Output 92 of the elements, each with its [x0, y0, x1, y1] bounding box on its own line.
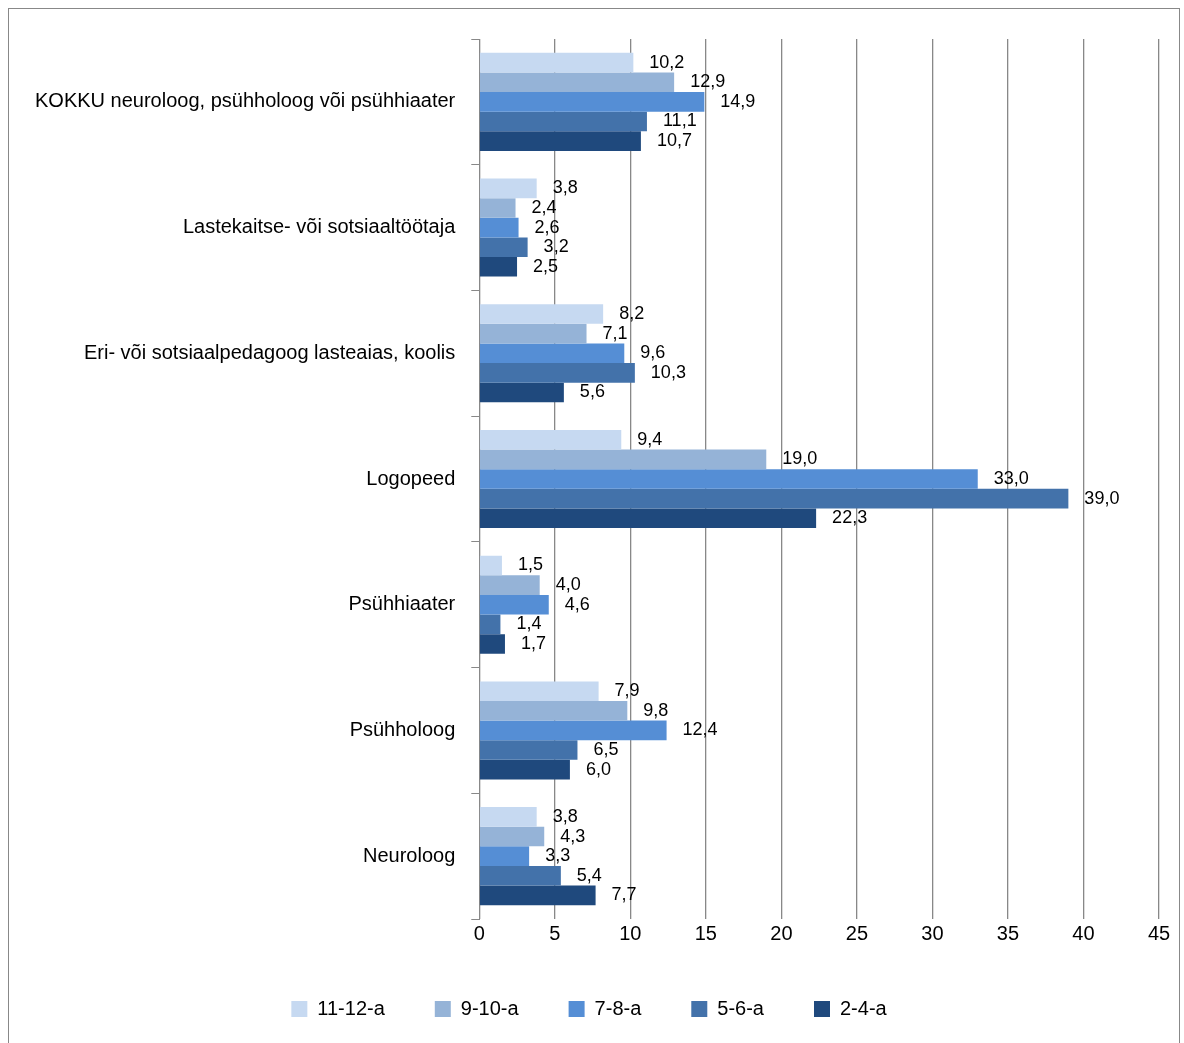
- data-label: 3,8: [552, 805, 578, 826]
- bar: [479, 634, 505, 654]
- y-tick-label: Eri- või sotsiaalpedagoog lasteaias, koolis: [83, 340, 456, 363]
- data-label: 10,2: [649, 51, 685, 72]
- data-label: 39,0: [1084, 487, 1120, 508]
- bar: [479, 826, 545, 847]
- bar: [479, 256, 518, 277]
- bar: [479, 178, 537, 199]
- data-label: 4,0: [555, 574, 581, 595]
- data-label: 7,9: [614, 680, 640, 701]
- bar: [479, 488, 1069, 509]
- legend-label: 7-8-a: [594, 996, 643, 1019]
- bar: [479, 111, 647, 132]
- bar: [479, 237, 528, 257]
- y-tick-label: Logopeed: [366, 466, 456, 489]
- bar: [479, 701, 628, 721]
- bar: [479, 131, 641, 151]
- bar: [479, 575, 540, 595]
- bar: [479, 429, 622, 450]
- bar: [479, 382, 564, 403]
- x-tick-label: 10: [619, 921, 642, 944]
- legend-label: 9-10-a: [460, 996, 520, 1019]
- data-label: 7,7: [611, 884, 637, 905]
- data-label: 9,4: [637, 428, 663, 449]
- bar: [479, 469, 978, 489]
- data-label: 6,5: [593, 739, 619, 760]
- data-label: 2,6: [534, 216, 560, 237]
- data-label: 2,4: [531, 196, 557, 217]
- x-tick-label: 45: [1147, 921, 1171, 944]
- bar: [479, 449, 767, 470]
- bar: [479, 681, 599, 702]
- data-label: 2,5: [533, 255, 559, 276]
- data-label: 14,9: [720, 90, 756, 111]
- bar: [479, 614, 501, 635]
- bar: [479, 323, 587, 344]
- bar: [479, 846, 530, 866]
- y-tick-label: Neuroloog: [362, 843, 456, 866]
- bar: [479, 740, 578, 760]
- y-tick-label: Psühhiaater: [348, 592, 456, 615]
- x-tick-label: 0: [473, 921, 485, 944]
- bar: [479, 508, 817, 529]
- data-label: 22,3: [832, 507, 868, 528]
- data-label: 5,4: [576, 864, 602, 885]
- x-tick-label: 25: [845, 921, 869, 944]
- bar: [479, 555, 502, 576]
- bar: [479, 594, 549, 615]
- bar: [479, 759, 570, 780]
- data-label: 3,8: [552, 177, 578, 198]
- x-tick-label: 30: [921, 921, 944, 944]
- data-label: 6,0: [585, 758, 611, 779]
- data-label: 3,3: [545, 845, 571, 866]
- data-label: 4,3: [560, 825, 586, 846]
- x-tick-label: 35: [996, 921, 1020, 944]
- data-label: 1,4: [516, 613, 542, 634]
- data-label: 4,6: [564, 593, 590, 614]
- x-tick-label: 5: [549, 921, 561, 944]
- legend-label: 5-6-a: [717, 996, 765, 1019]
- bar: [479, 304, 604, 324]
- bar: [479, 343, 625, 364]
- data-label: 12,9: [690, 71, 726, 92]
- data-label: 12,4: [682, 719, 718, 740]
- data-label: 9,6: [640, 342, 666, 363]
- y-tick-label: Lastekaitse- või sotsiaaltöötaja: [182, 215, 457, 238]
- data-label: 9,8: [643, 699, 669, 720]
- x-tick-label: 15: [694, 921, 717, 944]
- data-label: 11,1: [662, 110, 697, 131]
- data-label: 1,5: [517, 554, 543, 575]
- x-tick-label: 40: [1072, 921, 1095, 944]
- data-label: 7,1: [602, 322, 628, 343]
- bar: [479, 92, 705, 112]
- data-label: 10,7: [656, 130, 692, 151]
- bar: [479, 885, 596, 906]
- bar: [479, 865, 561, 886]
- legend-label: 11-12-a: [317, 996, 386, 1019]
- x-tick-label: 20: [770, 921, 793, 944]
- bar: [479, 217, 519, 238]
- data-label: 33,0: [993, 467, 1029, 488]
- bar: [479, 72, 675, 93]
- y-tick-label: Psühholoog: [349, 717, 456, 740]
- data-label: 3,2: [543, 236, 569, 257]
- data-label: 1,7: [520, 632, 546, 653]
- bar: [479, 363, 635, 383]
- data-label: 8,2: [619, 303, 645, 324]
- y-tick-label: KOKKU neuroloog, psühholoog või psühhiaater: [34, 89, 456, 112]
- data-label: 10,3: [650, 361, 686, 382]
- legend-label: 2-4-a: [839, 996, 888, 1019]
- bar: [479, 198, 516, 218]
- bar: [479, 720, 667, 741]
- bar: [479, 807, 537, 827]
- data-label: 19,0: [782, 448, 818, 469]
- bar: [479, 52, 634, 73]
- data-label: 5,6: [579, 381, 605, 402]
